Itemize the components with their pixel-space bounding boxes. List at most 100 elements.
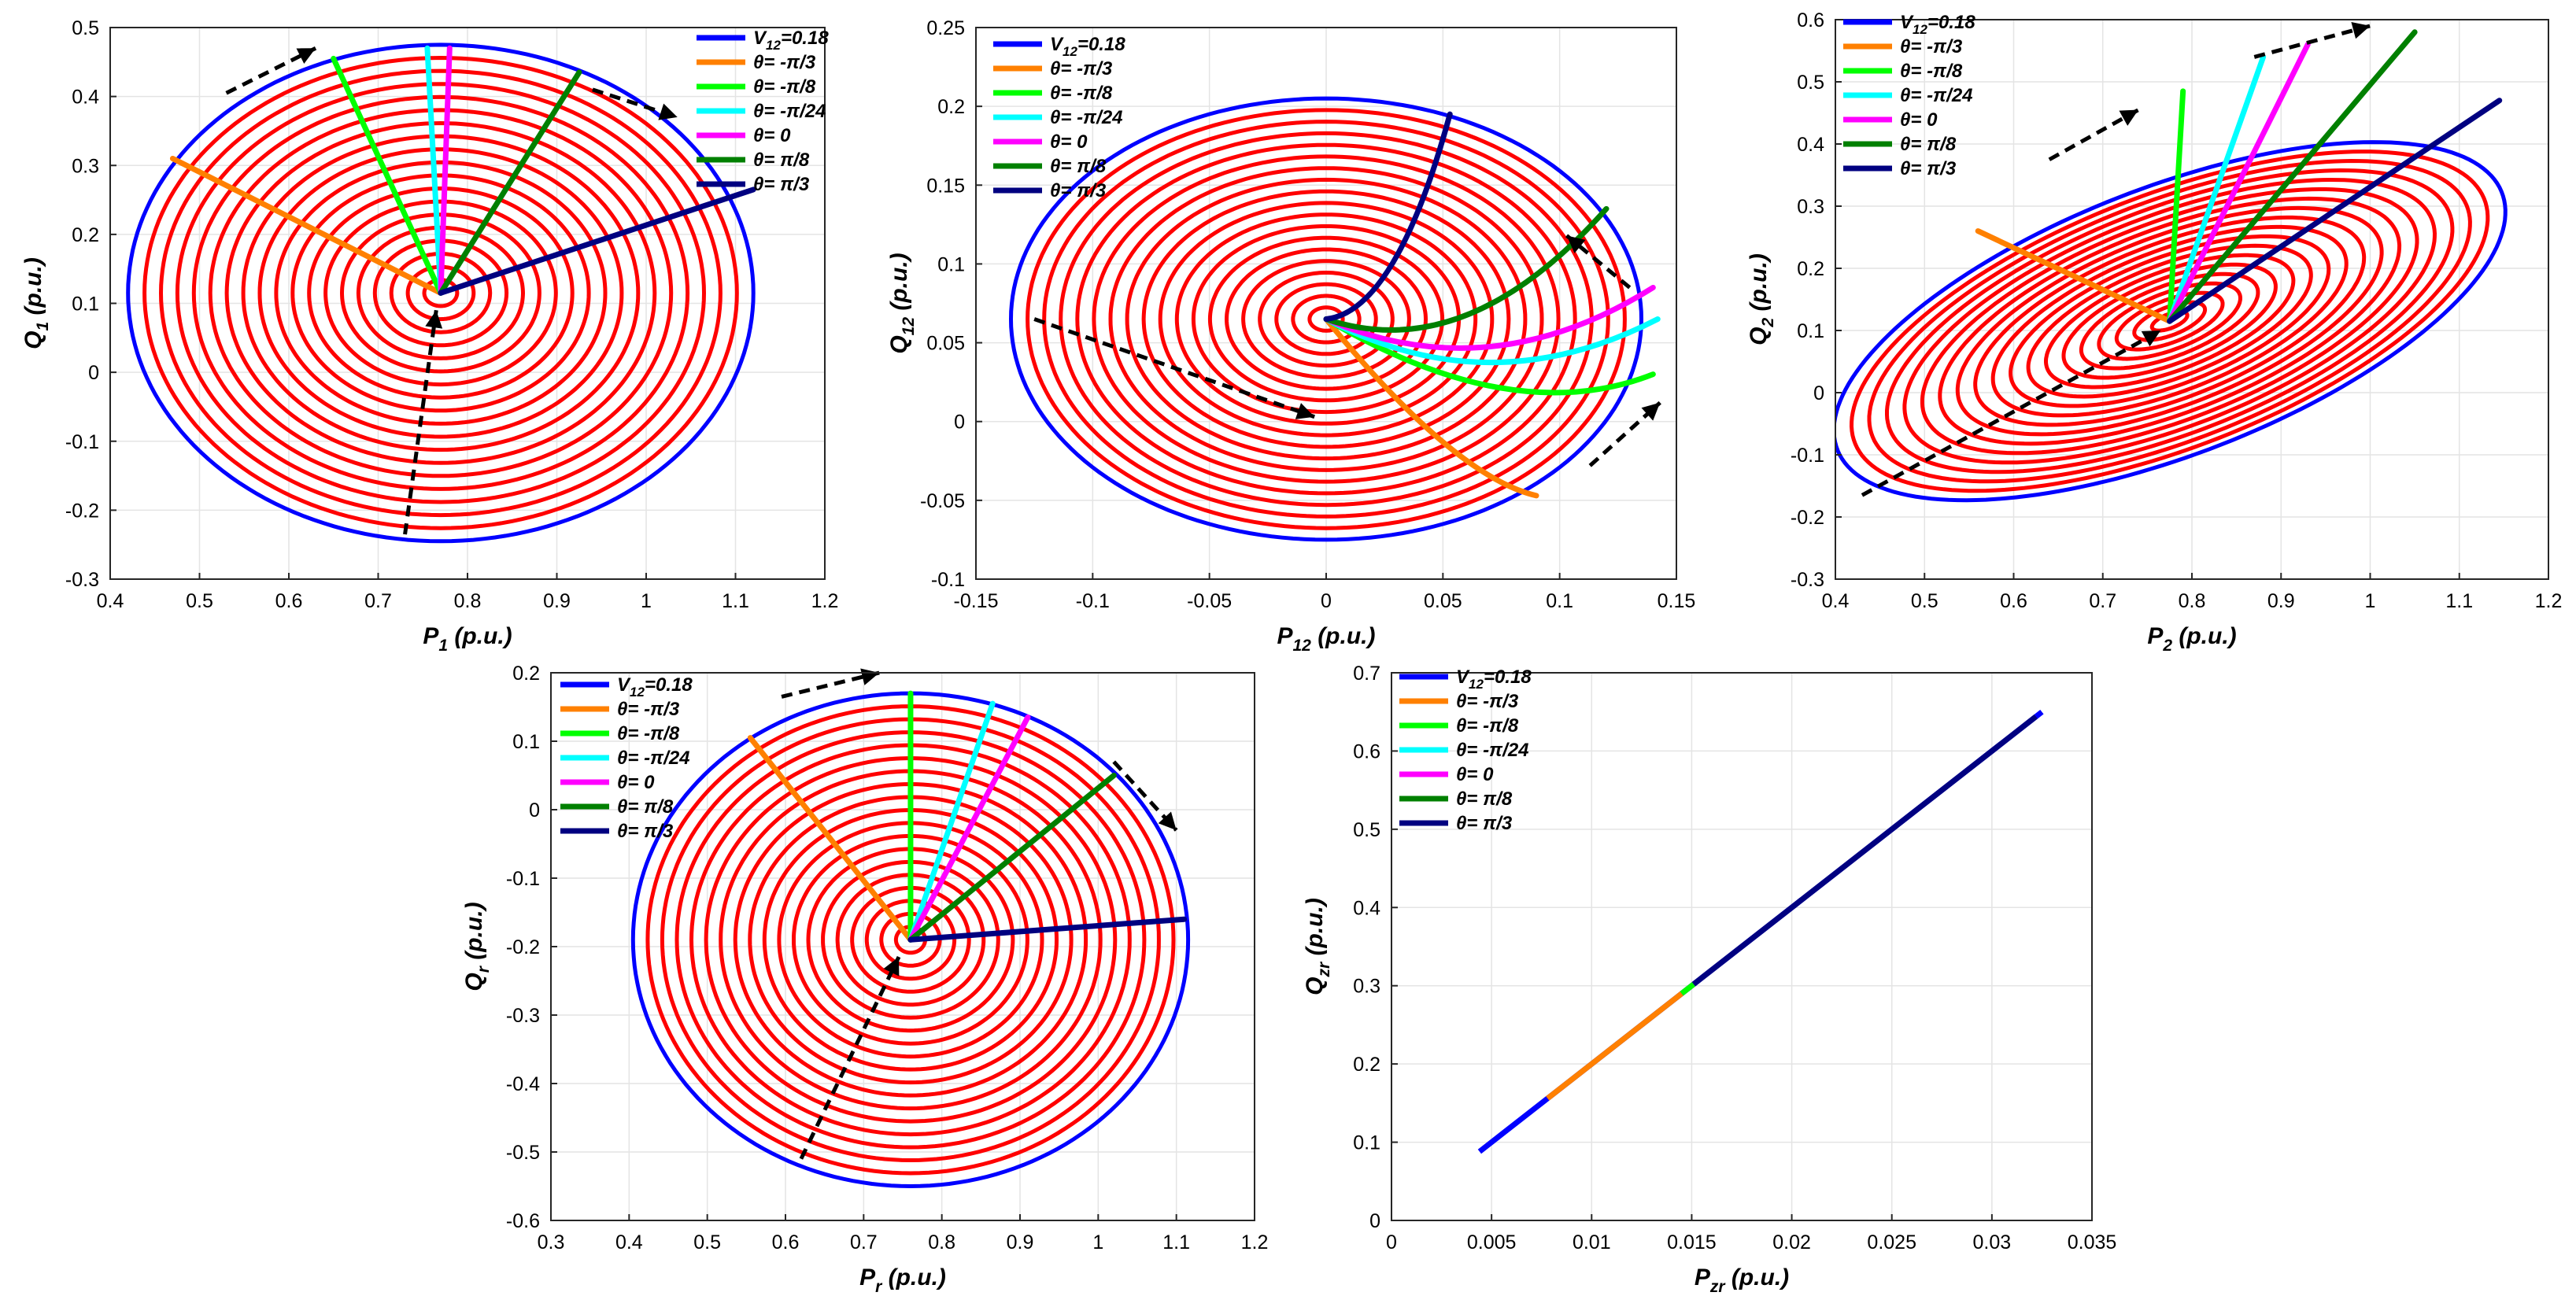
x-tick-label: 1.2 (811, 590, 839, 612)
arrow-shaft (1861, 328, 2162, 497)
red-circle (821, 859, 1000, 1020)
direction-arrow (225, 46, 317, 95)
y-tick-label: -0.1 (65, 431, 99, 453)
x-tick-label: 0.7 (2089, 590, 2116, 612)
y-tick-label: 0.1 (512, 731, 540, 753)
series-v12-boundary (126, 42, 756, 544)
series-v12-boundary (630, 691, 1191, 1189)
red-circle (733, 781, 1088, 1098)
y-tick-label: 0.4 (1797, 134, 1824, 156)
y-axis-label: Qr (p.u.) (461, 902, 493, 991)
x-tick-label: 0.9 (2267, 590, 2295, 612)
red-circle (356, 225, 526, 360)
tick-labels: 0.4 0.5 0.6 0.7 0.8 0.9 1 1.1 1.2 -0.3 -0.2 -0.1 0 0.… (65, 17, 838, 612)
y-tick-label: 0.4 (72, 87, 99, 109)
series-v12-boundary (1008, 96, 1644, 542)
series-segment-1 (1546, 991, 1683, 1101)
arrow-shaft (403, 309, 438, 535)
legend-label: θ= 0 (1456, 764, 1494, 785)
series-theta-ray-5 (1323, 205, 1610, 333)
legend-item: θ= 0 (697, 125, 791, 146)
tick-labels: 0.3 0.4 0.5 0.6 0.7 0.8 0.9 1 1.1 1.2 -0.6 -0.5 -0.4… (506, 663, 1268, 1253)
series-theta-ray-3 (907, 700, 996, 943)
y-tick-label: 0.3 (1797, 196, 1824, 218)
legend-label: θ= -π/24 (1900, 85, 1973, 106)
red-circle (1042, 120, 1610, 519)
legend-item: θ= π/8 (993, 156, 1107, 177)
red-circle (1885, 168, 2455, 474)
arrow-head (1295, 403, 1315, 419)
series-theta-ray-6 (2167, 98, 2503, 324)
legend-label: θ= -π/24 (617, 748, 690, 769)
legend-item: θ= 0 (1399, 764, 1494, 785)
legend-item: θ= -π/24 (1843, 85, 1973, 106)
legend-item: θ= -π/3 (1399, 691, 1519, 712)
y-tick-label: 0.5 (1797, 72, 1824, 94)
y-tick-label: 0 (1369, 1210, 1380, 1232)
x-tick-label: 1.2 (1241, 1231, 1269, 1253)
series-theta-ray-2 (1323, 316, 1656, 396)
arrow-head (1158, 811, 1177, 831)
red-circle (1938, 196, 2402, 446)
y-tick-label: -0.1 (506, 868, 540, 890)
chart-p1-q1: 0.4 0.5 0.6 0.7 0.8 0.9 1 1.1 1.2 -0.3 -0.2 -0.1 0 0.… (20, 17, 838, 655)
direction-arrow (1861, 328, 2162, 497)
x-tick-label: 0.5 (693, 1231, 721, 1253)
y-tick-label: 0.5 (72, 17, 99, 39)
red-circle (191, 94, 690, 491)
legend-item: θ= π/8 (697, 150, 810, 171)
red-circle (175, 82, 707, 504)
x-tick-label: 1.1 (2445, 590, 2473, 612)
y-tick-label: 0.5 (1353, 819, 1380, 841)
tick-labels: 0 0.005 0.01 0.015 0.02 0.025 0.03 0.035 0 0.1 0.2… (1353, 663, 2116, 1253)
axes-frame (1391, 672, 2093, 1221)
plot-content (126, 42, 756, 544)
red-circle (777, 821, 1044, 1059)
red-circle (1075, 142, 1577, 496)
y-tick-label: 0.6 (1353, 740, 1380, 762)
legend-item: θ= 0 (993, 131, 1088, 153)
legend-item: θ= 0 (1843, 109, 1938, 131)
x-tick-label: 0.7 (364, 590, 392, 612)
x-tick-label: 0.02 (1772, 1231, 1811, 1253)
legend-item: θ= -π/24 (560, 748, 690, 769)
red-circle (864, 899, 957, 981)
legend-label: θ= π/8 (753, 150, 810, 171)
legend-item: θ= π/3 (1399, 813, 1513, 834)
legend-item: θ= -π/8 (1399, 715, 1519, 737)
tick-labels: 0.4 0.5 0.6 0.7 0.8 0.9 1 1.1 1.2 -0.3 -0.2 -0.1 0 0.… (1791, 9, 2562, 612)
legend-item: θ= π/3 (560, 821, 674, 842)
legend-label: θ= -π/24 (753, 101, 826, 122)
x-tick-label: 0.1 (1546, 590, 1573, 612)
legend-item: θ= π/3 (1843, 158, 1957, 179)
series-theta-ray-2 (2167, 88, 2186, 324)
legend-label: θ= 0 (753, 125, 791, 146)
x-tick-label: 0.6 (772, 1231, 800, 1253)
arrow-head (1641, 402, 1661, 421)
direction-arrow (2048, 108, 2140, 161)
red-circle (1191, 224, 1462, 415)
red-circle (645, 704, 1176, 1176)
arrow-head (883, 957, 900, 977)
legend-label: θ= -π/24 (1050, 107, 1123, 128)
x-axis-label: P12 (p.u.) (1277, 623, 1375, 655)
x-tick-label: 0.035 (2068, 1231, 2117, 1253)
legend-item: θ= π/8 (1399, 788, 1513, 810)
legend-label: θ= -π/3 (617, 699, 680, 720)
red-circle (158, 68, 723, 518)
x-tick-label: 0.8 (454, 590, 482, 612)
x-tick-label: 0.8 (2179, 590, 2206, 612)
plot-content (1008, 96, 1661, 542)
red-circle (307, 186, 575, 400)
series-theta-ray-4 (438, 45, 453, 296)
red-circle (719, 769, 1103, 1111)
series-theta-ray-4 (1323, 284, 1656, 351)
legend-item: θ= -π/8 (697, 76, 816, 98)
y-tick-label: 0.2 (1353, 1054, 1380, 1076)
legend: V12=0.18θ= -π/3 θ= -π/8 θ= -π/24 θ= 0 θ= π/8… (1843, 12, 1975, 179)
series-theta-ray-6 (438, 186, 756, 296)
red-circle (1059, 131, 1594, 508)
red-circle (389, 251, 493, 334)
y-tick-label: 0.3 (72, 155, 99, 177)
red-circle (372, 238, 509, 348)
